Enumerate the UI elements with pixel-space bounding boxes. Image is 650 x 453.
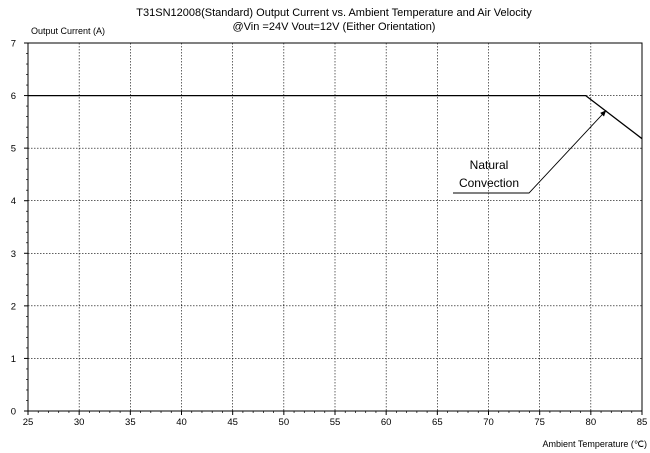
chart-subtitle: @Vin =24V Vout=12V (Either Orientation) [233, 21, 436, 33]
annotation-leader-line [453, 109, 607, 194]
x-axis-label: Ambient Temperature (℃) [543, 439, 647, 449]
series-lines [28, 94, 643, 140]
x-tick-label-55: 55 [330, 417, 341, 428]
annotation-arrowhead [600, 110, 607, 117]
x-tick-label-40: 40 [176, 417, 187, 428]
x-tick-label-80: 80 [586, 417, 597, 428]
x-tick-labels: 25 30 35 40 45 50 55 60 65 70 75 80 85 [23, 417, 648, 428]
y-tick-label-1: 1 [11, 354, 16, 365]
annotation-natural-convection: Natural Convection [453, 109, 607, 194]
y-axis-label: Output Current (A) [31, 26, 105, 36]
gridlines [28, 43, 642, 411]
y-tick-label-3: 3 [11, 249, 16, 260]
x-tick-label-50: 50 [279, 417, 290, 428]
y-tick-label-2: 2 [11, 301, 16, 312]
x-tick-label-30: 30 [74, 417, 85, 428]
x-tick-label-85: 85 [637, 417, 648, 428]
y-tick-label-4: 4 [11, 196, 16, 207]
annotation-label-line-2: Convection [459, 176, 519, 190]
x-tick-label-65: 65 [432, 417, 443, 428]
plot-frame [27, 42, 643, 412]
x-tick-label-45: 45 [227, 417, 238, 428]
chart-title: T31SN12008(Standard) Output Current vs. … [136, 7, 532, 19]
y-tick-label-6: 6 [11, 91, 16, 102]
series-line-0 [28, 94, 643, 140]
x-tick-label-60: 60 [381, 417, 392, 428]
x-tick-label-70: 70 [483, 417, 494, 428]
y-tick-label-0: 0 [11, 407, 16, 418]
x-tick-label-25: 25 [23, 417, 34, 428]
annotation-label-line-1: Natural [470, 158, 509, 172]
y-tick-labels: 0 1 2 3 4 5 6 7 [11, 39, 16, 418]
x-tick-label-35: 35 [125, 417, 136, 428]
y-tick-label-7: 7 [11, 39, 16, 50]
x-tick-label-75: 75 [534, 417, 545, 428]
tick-marks [24, 42, 643, 415]
y-tick-label-5: 5 [11, 144, 16, 155]
